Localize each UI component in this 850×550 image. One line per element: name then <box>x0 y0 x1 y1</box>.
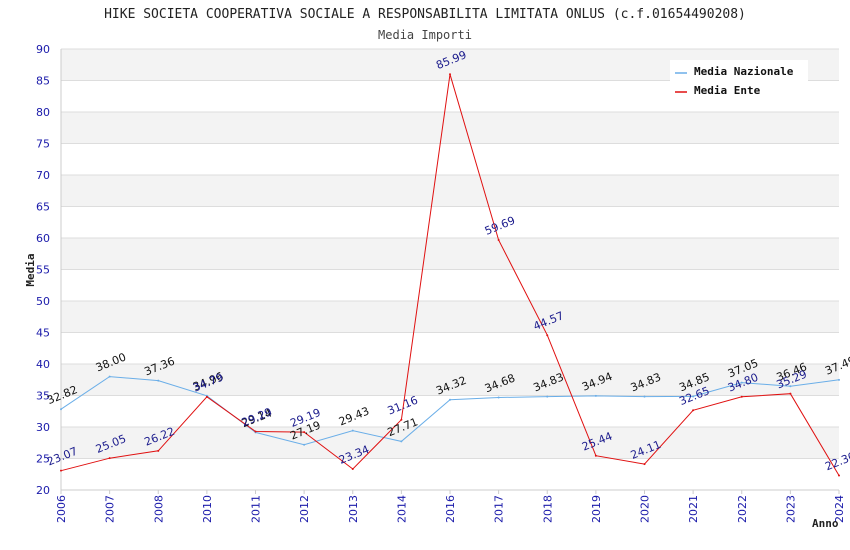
point-nazionale <box>594 394 597 397</box>
legend-box <box>670 60 808 104</box>
y-tick-label: 25 <box>36 453 50 466</box>
point-nazionale <box>740 381 743 384</box>
y-tick-label: 40 <box>36 358 50 371</box>
grid-band <box>61 143 839 175</box>
x-tick-label: 2007 <box>104 495 117 523</box>
grid-band <box>61 269 839 301</box>
point-ente <box>643 463 646 466</box>
x-axis-label: Anno <box>812 517 839 530</box>
x-tick-label: 2018 <box>541 495 554 523</box>
y-tick-label: 65 <box>36 201 50 214</box>
point-ente <box>692 409 695 412</box>
chart-subtitle: Media Importi <box>378 28 472 42</box>
x-tick-label: 2006 <box>55 495 68 523</box>
grid-band <box>61 206 839 238</box>
chart-title: HIKE SOCIETA COOPERATIVA SOCIALE A RESPO… <box>104 7 746 22</box>
point-nazionale <box>157 379 160 382</box>
point-ente <box>594 454 597 457</box>
x-tick-label: 2020 <box>639 495 652 523</box>
x-tick-label: 2016 <box>444 495 457 523</box>
point-ente <box>546 334 549 337</box>
point-nazionale <box>303 443 306 446</box>
series-lines <box>60 73 840 477</box>
x-tick-label: 2014 <box>395 495 408 523</box>
y-tick-label: 30 <box>36 421 50 434</box>
point-ente <box>303 431 306 434</box>
point-ente <box>838 474 840 477</box>
y-tick-label: 70 <box>36 169 50 182</box>
point-nazionale <box>838 378 840 381</box>
y-tick-label: 80 <box>36 106 50 119</box>
grid-band <box>61 332 839 364</box>
y-tick-label: 55 <box>36 264 50 277</box>
x-tick-label: 2021 <box>687 495 700 523</box>
point-nazionale <box>643 395 646 398</box>
point-ente <box>400 418 403 421</box>
point-ente <box>108 457 111 460</box>
point-nazionale <box>789 385 792 388</box>
point-ente <box>205 395 208 398</box>
point-ente <box>740 395 743 398</box>
point-nazionale <box>60 408 62 411</box>
legend-label-ente: Media Ente <box>694 84 761 97</box>
x-tick-label: 2024 <box>833 495 846 523</box>
y-tick-label: 60 <box>36 232 50 245</box>
point-ente <box>254 430 257 433</box>
point-ente <box>789 392 792 395</box>
x-tick-label: 2010 <box>201 495 214 523</box>
point-ente <box>60 469 62 472</box>
point-ente <box>449 73 451 76</box>
grid-band <box>61 112 839 144</box>
grid-band <box>61 175 839 207</box>
x-tick-label: 2022 <box>736 495 749 523</box>
x-tick-label: 2011 <box>250 495 263 523</box>
grid-band <box>61 238 839 270</box>
point-ente <box>351 467 354 470</box>
x-axis-ticks: 2006 2007 2008 2010 2011 2012 2013 2014 2016 2017… <box>55 490 846 523</box>
point-nazionale <box>497 396 500 399</box>
grid-band <box>61 301 839 333</box>
point-ente <box>157 449 160 452</box>
point-nazionale <box>449 398 451 401</box>
y-axis-label: Media <box>24 253 37 286</box>
y-tick-label: 90 <box>36 43 50 56</box>
point-nazionale <box>546 395 549 398</box>
legend: Media Nazionale Media Ente <box>670 60 808 104</box>
point-nazionale <box>108 375 111 378</box>
x-tick-label: 2019 <box>590 495 603 523</box>
point-nazionale <box>692 395 695 398</box>
y-tick-label: 35 <box>36 390 50 403</box>
x-tick-label: 2008 <box>152 495 165 523</box>
grid-band <box>61 427 839 459</box>
grid-lines <box>61 48 839 491</box>
x-tick-label: 2017 <box>493 495 506 523</box>
point-nazionale <box>400 440 403 443</box>
y-tick-label: 20 <box>36 484 50 497</box>
y-tick-label: 75 <box>36 138 50 151</box>
grid-band <box>61 458 839 490</box>
x-tick-label: 2023 <box>784 495 797 523</box>
x-tick-label: 2013 <box>347 495 360 523</box>
y-tick-label: 85 <box>36 75 50 88</box>
y-axis-ticks: 20 25 30 35 40 45 50 55 60 65 70 75 80 85 90 <box>36 43 50 497</box>
point-ente <box>497 238 500 241</box>
x-tick-label: 2012 <box>298 495 311 523</box>
legend-label-nazionale: Media Nazionale <box>694 65 794 78</box>
point-nazionale <box>351 429 354 432</box>
y-tick-label: 50 <box>36 295 50 308</box>
grid-bands <box>61 49 839 490</box>
y-tick-label: 45 <box>36 327 50 340</box>
